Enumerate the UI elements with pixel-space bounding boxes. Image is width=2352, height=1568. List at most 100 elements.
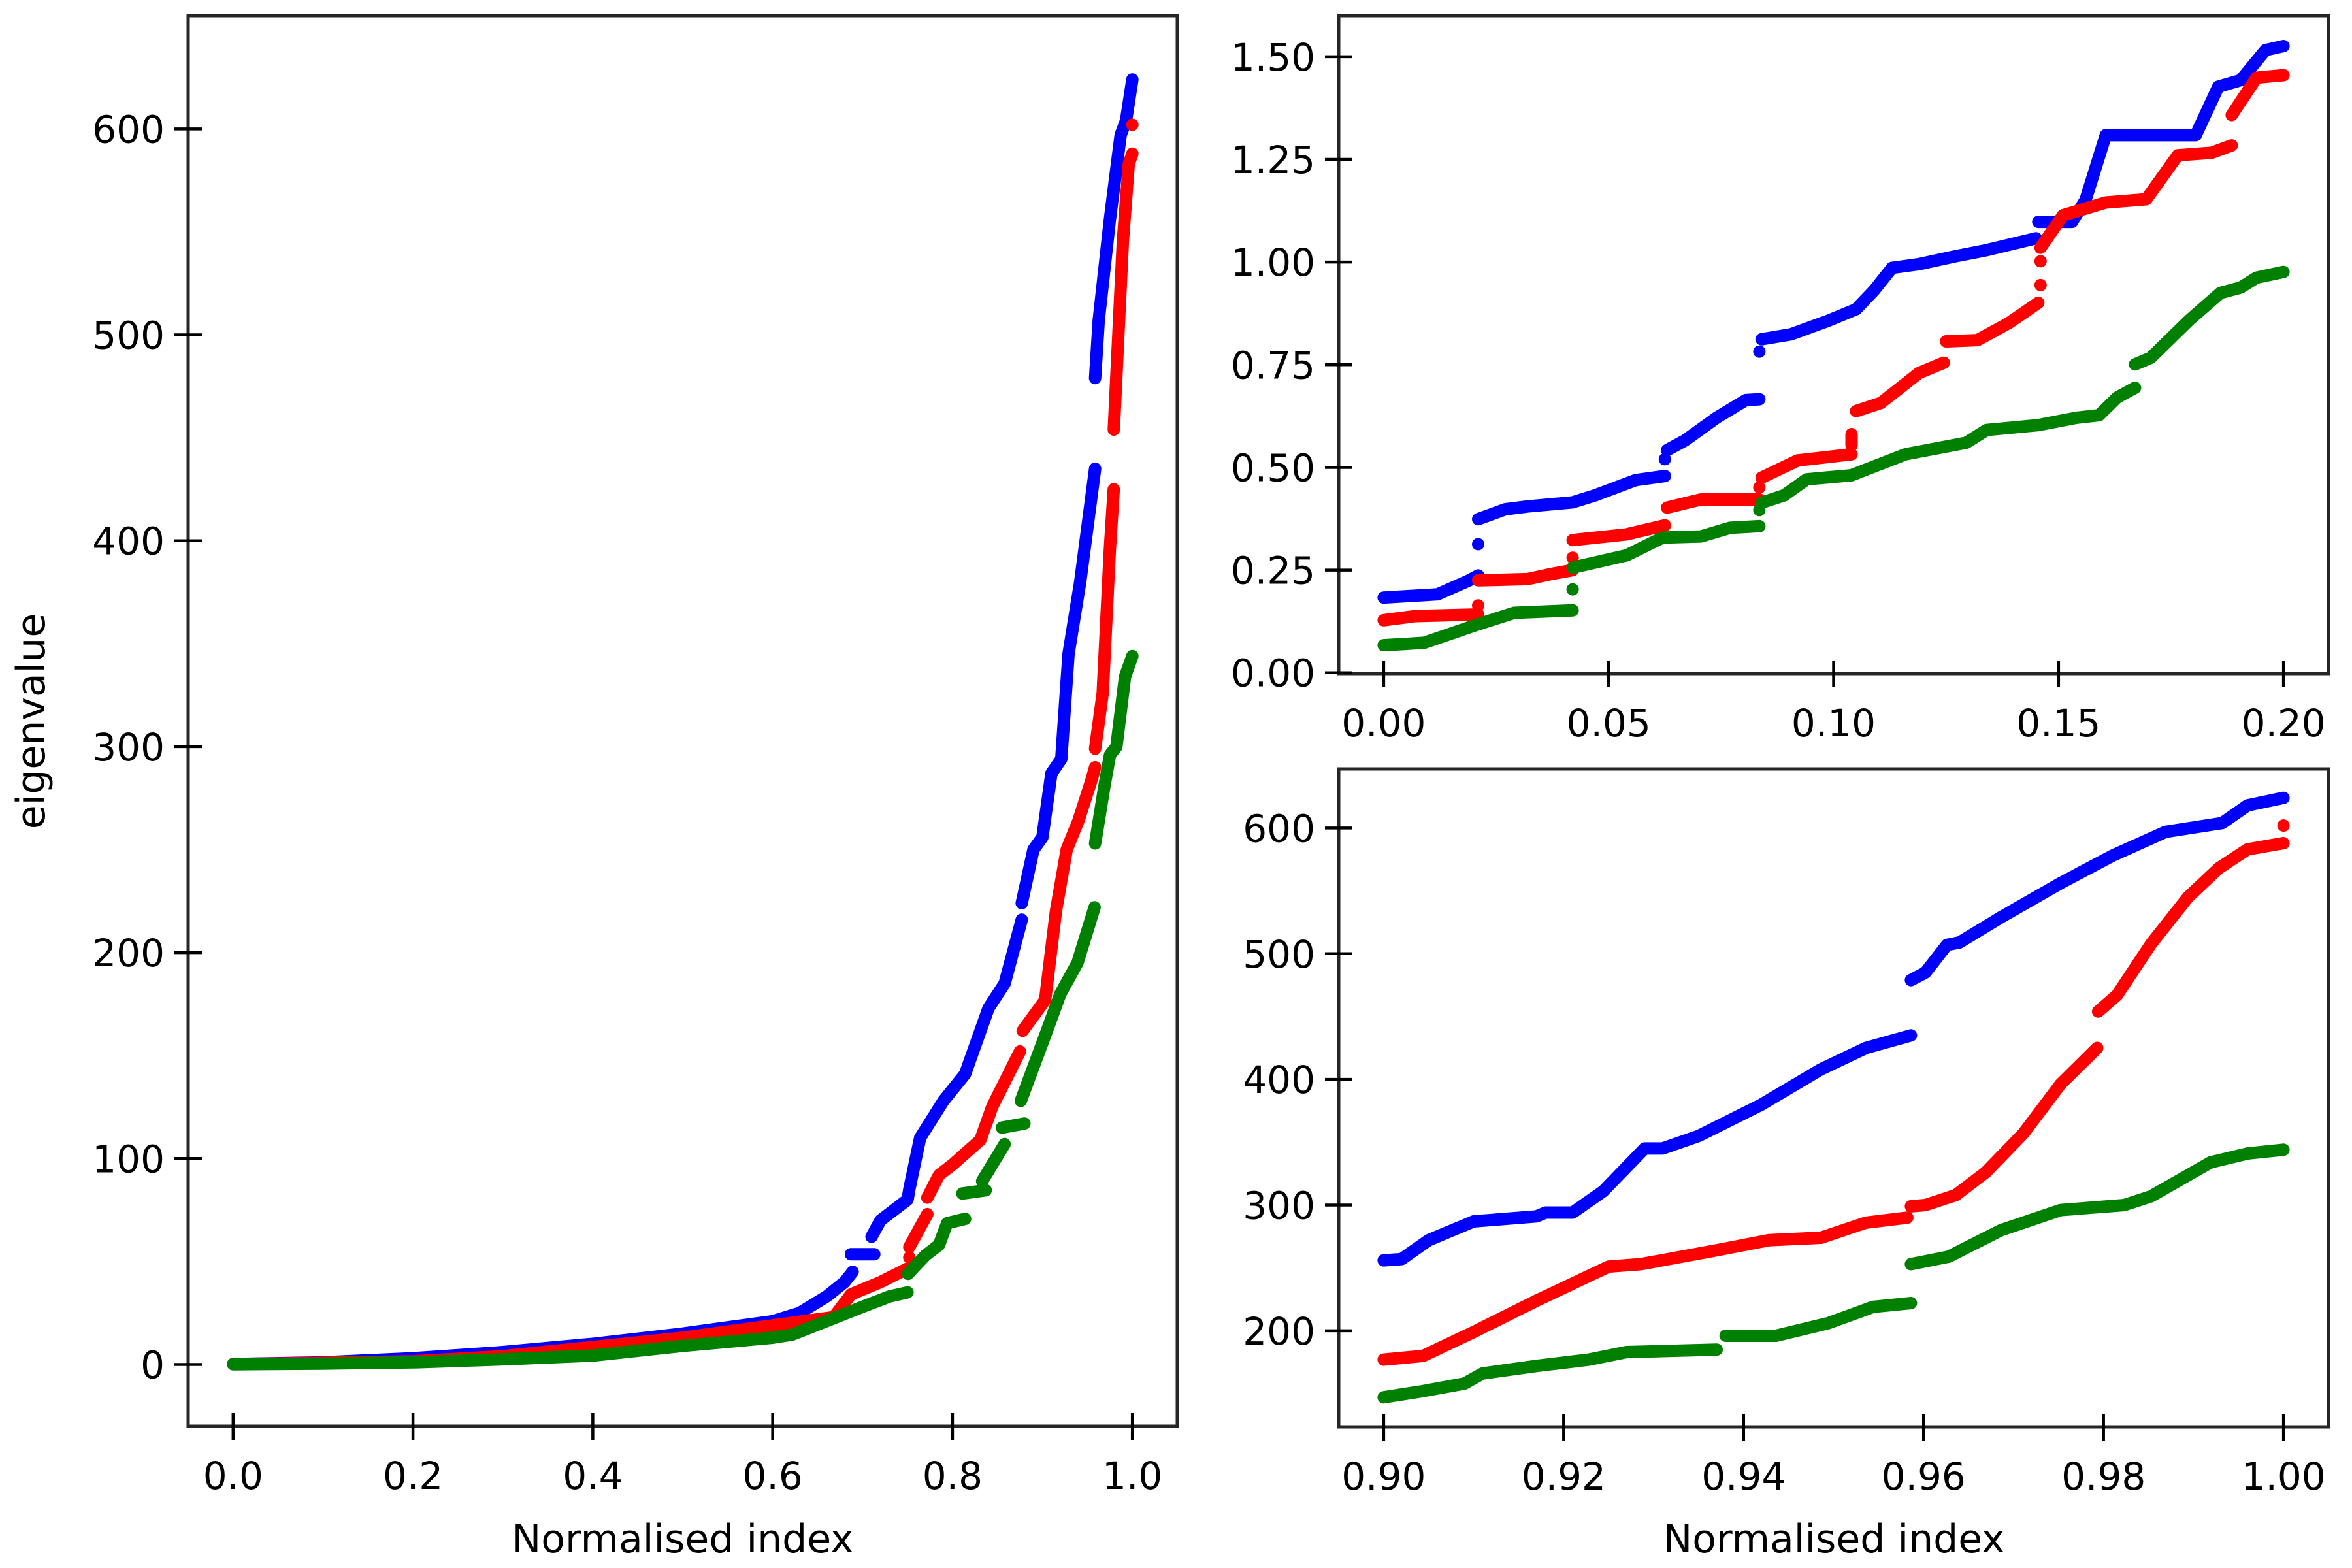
inset-low-red-segment-5 (1661, 493, 1766, 514)
main-y-tick-label: 100 (92, 1137, 165, 1181)
inset-high-series-red (1377, 819, 2290, 1366)
main-red-segment-5 (1088, 483, 1120, 755)
inset-high-x-tick-label: 0.98 (2061, 1454, 2146, 1499)
inset-low-x-tick-label: 0.10 (1791, 701, 1876, 745)
main-y-tick-label: 600 (92, 107, 165, 152)
inset-high-green-segment-2 (1904, 1143, 2290, 1271)
inset-high-series-blue (1377, 791, 2290, 1267)
main-x-tick-label: 1.0 (1102, 1454, 1162, 1498)
main-x-tick-label: 0.4 (563, 1454, 623, 1498)
inset-high-y-ticks: 200 300 400 500 600 (1243, 806, 1352, 1354)
main-y-ticks: 0 100 200 300 400 500 600 (92, 107, 202, 1387)
main-x-tick-label: 0.2 (383, 1454, 443, 1498)
inset-low-y-tick-label: 0.25 (1231, 549, 1315, 593)
panel-main: 0.0 0.2 0.4 0.6 0.8 1.0 0 100 200 300 400 500 600 N… (8, 14, 1179, 1562)
inset-high-x-tick-label: 0.96 (1882, 1454, 1966, 1499)
inset-high-series-green (1377, 1143, 2290, 1404)
main-axes-frame (186, 14, 1179, 1428)
inset-low-blue-segment-6 (1755, 232, 2042, 346)
inset-low-red-segment-7 (1755, 448, 1858, 484)
main-blue-segment-2 (865, 913, 1028, 1243)
inset-low-x-tick-label: 0.20 (2242, 701, 2326, 745)
inset-low-green-segment-4 (1755, 382, 2142, 509)
main-y-tick-label: 500 (92, 314, 165, 358)
inset-low-series-green (1377, 265, 2290, 652)
inset-low-blue-segment-4 (1661, 393, 1766, 457)
inset-high-x-tick-label: 1.00 (2242, 1454, 2326, 1499)
main-x-axis-label: Normalised index (512, 1516, 853, 1562)
inset-high-x-ticks: 0.90 0.92 0.94 0.96 0.98 1.00 (1341, 1414, 2326, 1499)
main-green-segment-5 (1015, 901, 1101, 1107)
inset-high-green-segment-0 (1377, 1343, 1723, 1404)
inset-low-y-tick-label: 1.25 (1231, 138, 1315, 182)
inset-low-red-segment-13 (2034, 139, 2238, 254)
main-red-segment-3 (921, 1045, 1026, 1204)
main-x-tick-label: 0.6 (743, 1454, 803, 1498)
inset-low-y-ticks: 0.00 0.25 0.50 0.75 1.00 1.25 1.50 (1231, 35, 1352, 696)
inset-high-red-segment-0 (1377, 1211, 1914, 1366)
panel-inset-low: 0.00 0.05 0.10 0.15 0.20 0.00 0.25 0.50 0.75 1.0… (1231, 14, 2330, 745)
inset-low-red-segment-10 (1940, 296, 2045, 348)
inset-high-red-segment-2 (2091, 837, 2290, 1018)
inset-low-red-segment-9 (1850, 356, 1950, 417)
inset-low-y-tick-label: 1.00 (1231, 240, 1315, 285)
inset-low-x-tick-label: 0.15 (2016, 701, 2100, 745)
main-y-tick-label: 400 (92, 519, 165, 564)
inset-high-blue-segment-0 (1377, 1029, 1918, 1267)
inset-high-x-axis-label: Normalised index (1663, 1516, 2004, 1562)
inset-low-green-segment-0 (1377, 604, 1579, 652)
inset-low-y-tick-label: 0.00 (1231, 651, 1315, 696)
inset-low-green-segment-2 (1566, 519, 1766, 574)
inset-low-y-tick-label: 0.75 (1231, 343, 1315, 387)
inset-high-axes-frame (1337, 767, 2330, 1429)
inset-high-x-tick-label: 0.94 (1701, 1454, 1786, 1499)
inset-low-x-tick-label: 0.05 (1567, 701, 1651, 745)
main-y-tick-label: 0 (140, 1343, 165, 1387)
main-x-tick-label: 0.0 (203, 1454, 263, 1498)
main-blue-segment-3 (1015, 462, 1102, 909)
main-y-tick-label: 200 (92, 931, 165, 975)
inset-high-y-tick-label: 500 (1243, 932, 1315, 977)
inset-low-y-tick-label: 0.50 (1231, 446, 1315, 490)
inset-low-series-red (1377, 69, 2290, 627)
main-green-segment-2 (956, 1184, 992, 1200)
main-green-segment-4 (996, 1117, 1031, 1134)
inset-high-blue-segment-1 (1904, 791, 2290, 987)
main-red-segment-6 (1107, 147, 1139, 436)
inset-high-y-tick-label: 400 (1243, 1058, 1315, 1102)
inset-low-green-segment-5 (2129, 265, 2290, 371)
inset-low-red-segment-14 (2225, 69, 2290, 122)
inset-high-y-tick-label: 200 (1243, 1309, 1315, 1354)
inset-low-red-segment-0 (1377, 608, 1484, 627)
main-blue-segment-4 (1088, 73, 1139, 385)
inset-high-y-tick-label: 300 (1243, 1183, 1315, 1228)
inset-high-green-segment-1 (1719, 1297, 1918, 1342)
main-series-red (227, 118, 1139, 1371)
main-x-tick-label: 0.8 (923, 1454, 983, 1498)
inset-high-y-tick-label: 600 (1243, 806, 1315, 851)
inset-low-x-tick-label: 0.00 (1341, 701, 1426, 745)
main-green-segment-1 (902, 1213, 972, 1281)
inset-low-red-segment-2 (1472, 564, 1579, 587)
inset-high-series-layer (1377, 791, 2290, 1404)
inset-low-blue-segment-2 (1472, 470, 1671, 526)
main-series-layer (227, 73, 1139, 1371)
inset-low-red-segment-4 (1566, 519, 1671, 547)
main-x-ticks: 0.0 0.2 0.4 0.6 0.8 1.0 (203, 1413, 1162, 1498)
inset-low-x-ticks: 0.00 0.05 0.10 0.15 0.20 (1341, 661, 2326, 745)
inset-high-x-tick-label: 0.90 (1341, 1454, 1426, 1499)
main-y-axis-label: eigenvalue (8, 613, 54, 830)
inset-high-x-tick-label: 0.92 (1522, 1454, 1606, 1499)
main-red-segment-2 (903, 1207, 934, 1254)
main-green-segment-6 (1088, 649, 1139, 850)
main-red-segment-4 (1016, 760, 1102, 1037)
inset-low-series-blue (1377, 40, 2290, 604)
inset-high-red-segment-1 (1904, 1041, 2104, 1213)
panel-inset-high: 0.90 0.92 0.94 0.96 0.98 1.00 200 300 400 500 600… (1243, 767, 2330, 1562)
main-green-segment-0 (227, 1286, 914, 1371)
inset-low-series-layer (1377, 40, 2290, 652)
inset-low-y-tick-label: 1.50 (1231, 35, 1315, 80)
main-y-tick-label: 300 (92, 725, 165, 770)
main-series-green (227, 649, 1139, 1371)
